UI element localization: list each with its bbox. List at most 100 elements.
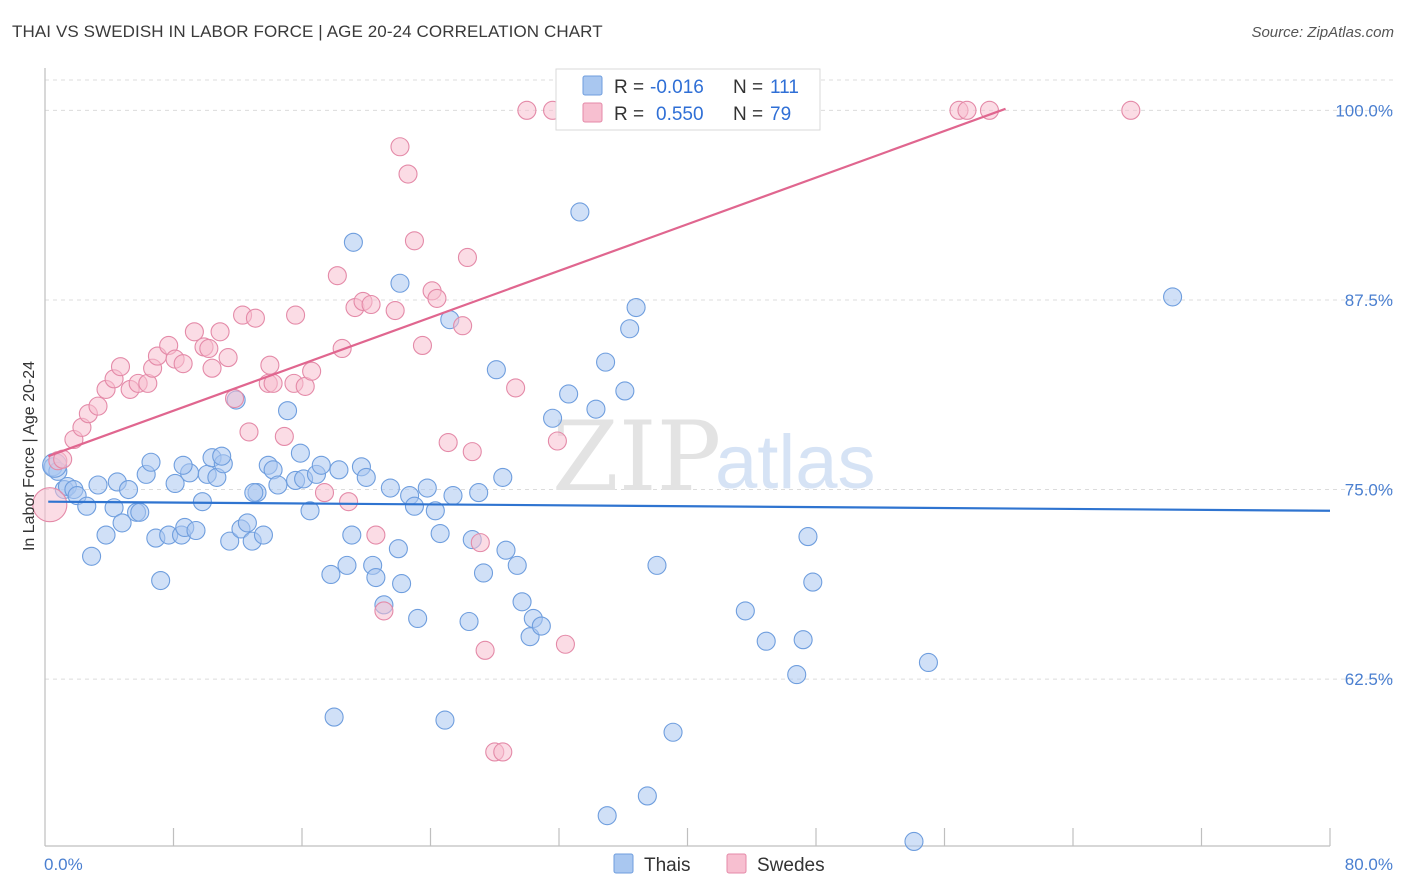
source-credit: Source: ZipAtlas.com	[1251, 24, 1394, 41]
thais-point	[626, 297, 646, 318]
swedes-point	[475, 640, 495, 660]
thais-point	[663, 722, 683, 742]
swedes-point	[302, 361, 322, 381]
thais-point	[586, 399, 606, 419]
swedes-point	[547, 431, 567, 451]
y-tick-label: 75.0%	[1345, 481, 1393, 500]
thais-point	[112, 513, 132, 533]
y-tick-label: 100.0%	[1335, 101, 1393, 120]
legend-n-value-thais: 111	[770, 77, 799, 98]
grid-lines	[45, 79, 1393, 680]
thais-point	[118, 479, 139, 500]
thais-point	[212, 446, 232, 466]
series-legend: Thais Swedes	[613, 853, 825, 876]
thais-point	[186, 520, 206, 541]
thais-point	[596, 352, 616, 372]
thais-point	[417, 478, 437, 498]
thais-point	[366, 567, 386, 588]
thais-point	[904, 831, 924, 851]
thais-point	[356, 467, 376, 487]
swedes-point	[427, 288, 447, 308]
swedes-point	[184, 322, 204, 342]
legend-swatch-thais-bottom	[613, 853, 634, 874]
swedes-point	[274, 426, 294, 447]
thais-point	[435, 710, 455, 730]
x-tick-marks	[172, 828, 1331, 846]
thais-point	[531, 616, 551, 636]
thais-point	[268, 475, 288, 495]
y-axis-label: In Labor Force | Age 20-24	[21, 361, 38, 551]
swedes-point	[385, 301, 405, 321]
swedes-point	[239, 422, 259, 442]
swedes-point	[245, 308, 265, 328]
swedes-point	[555, 634, 575, 654]
swedes-point	[327, 266, 347, 286]
thais-point	[321, 564, 341, 585]
swedes-point	[1121, 100, 1141, 120]
thais-point	[290, 443, 310, 463]
trend-lines	[47, 107, 1331, 512]
y-tick-labels: 62.5% 75.0% 87.5% 100.0%	[1335, 101, 1393, 689]
thais-point	[496, 540, 516, 560]
swedes-point	[339, 492, 359, 512]
watermark-zip: ZIP	[552, 401, 721, 513]
thais-point	[735, 601, 755, 621]
thais-point	[637, 786, 657, 806]
legend-r-label-thais: R =	[614, 77, 644, 98]
swedes-point	[462, 442, 482, 462]
swedes-trend-line	[47, 107, 1006, 458]
thais-point	[151, 571, 171, 591]
thais-point	[343, 232, 363, 252]
swedes-point	[404, 231, 424, 251]
swedes-point	[453, 316, 473, 336]
thais-point	[220, 531, 240, 551]
swedes-point	[110, 357, 131, 377]
swedes-point	[374, 601, 394, 621]
legend-swatch-thais	[582, 75, 603, 96]
thais-point	[918, 652, 938, 673]
swedes-point	[957, 100, 977, 120]
thais-point	[96, 525, 116, 545]
thais-point	[141, 452, 161, 472]
swedes-point	[412, 335, 433, 355]
thais-point	[277, 401, 298, 421]
x-tick-label-max: 80.0%	[1345, 855, 1393, 874]
swedes-point	[260, 355, 280, 375]
thais-trend-line	[48, 500, 1331, 512]
swedes-point	[506, 378, 526, 398]
legend-swatch-swedes	[582, 102, 603, 123]
thais-point	[620, 319, 640, 339]
thais-point	[404, 496, 424, 516]
swedes-point	[218, 348, 238, 368]
thais-point	[311, 455, 331, 475]
swedes-point	[390, 137, 410, 157]
swedes-point	[88, 396, 108, 416]
legend-n-label-thais: N =	[733, 77, 763, 98]
thais-point	[798, 527, 818, 547]
swedes-point	[438, 432, 458, 453]
thais-point	[329, 460, 349, 480]
series-thais	[42, 100, 1183, 851]
thais-point	[380, 478, 400, 498]
thais-point	[430, 523, 450, 544]
swedes-point	[470, 533, 490, 553]
thais-point	[647, 555, 667, 575]
swedes-point	[314, 483, 335, 503]
thais-point	[559, 384, 579, 404]
swedes-point	[224, 388, 245, 409]
swedes-point	[286, 305, 306, 325]
thais-point	[493, 467, 513, 487]
thais-point	[253, 525, 274, 545]
thais-point	[486, 360, 506, 380]
thais-point	[77, 496, 97, 516]
thais-point	[342, 525, 362, 545]
thais-point	[570, 202, 590, 222]
thais-point	[392, 574, 412, 594]
thais-point	[88, 475, 108, 495]
x-tick-label-min: 0.0%	[44, 855, 83, 874]
swedes-point	[32, 487, 68, 523]
thais-point	[803, 572, 823, 592]
thais-point	[597, 806, 617, 826]
thais-point	[244, 483, 264, 503]
